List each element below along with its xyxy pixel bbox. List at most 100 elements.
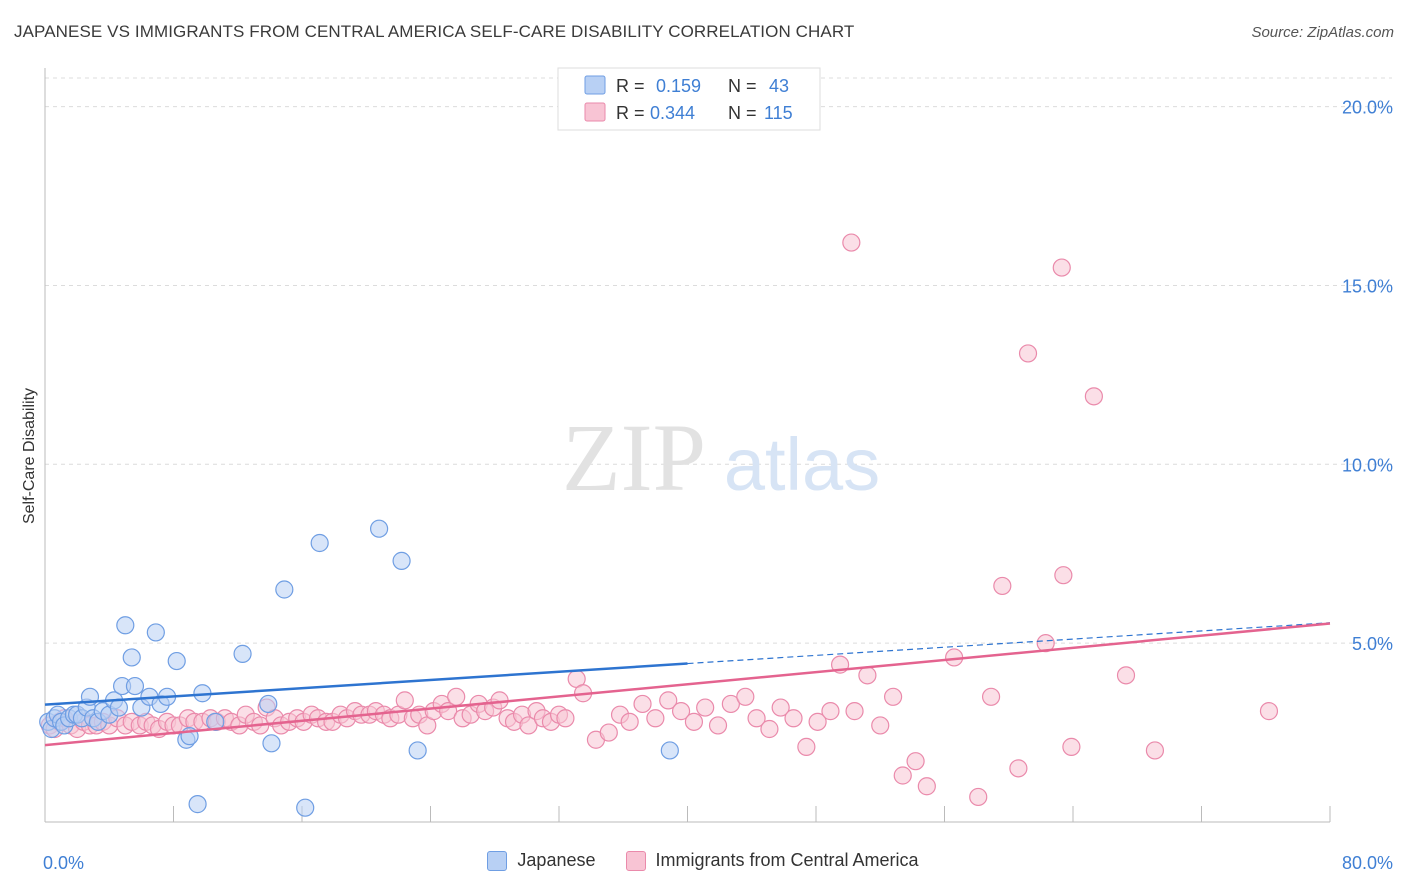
legend-central-r-label: R = (616, 103, 645, 123)
central-point-86 (708, 716, 728, 735)
watermark-zip: ZIP (562, 404, 706, 511)
japanese-point-39 (370, 519, 389, 538)
legend-item-central: Immigrants from Central America (625, 850, 919, 871)
legend-japanese-n-label: N = (728, 76, 757, 96)
japanese-point-21 (125, 676, 145, 696)
japanese-point-19 (116, 616, 135, 635)
central-point-90 (760, 719, 779, 739)
central-point-111 (1054, 566, 1073, 585)
y-tick-label-2: 15.0% (1342, 276, 1393, 296)
central-point-51 (395, 691, 414, 710)
central-point-112 (1062, 737, 1081, 756)
japanese-point-38 (310, 533, 329, 553)
central-point-106 (981, 687, 1001, 706)
trend-japanese-extrapolated (687, 622, 1331, 665)
japanese-point-17 (109, 698, 128, 717)
central-point-95 (821, 702, 840, 721)
legend-central-swatch (584, 102, 606, 122)
legend-japanese-r-label: R = (616, 76, 645, 96)
legend-japanese-n-value: 43 (769, 76, 789, 96)
tick-labels: 5.0% 10.0% 15.0% 20.0% 0.0% 80.0% (43, 98, 1393, 873)
legend-swatch-central-america (625, 850, 646, 871)
legend-bottom: Japanese Immigrants from Central America (0, 850, 1406, 871)
japanese-point-32 (206, 712, 225, 731)
central-point-107 (993, 576, 1012, 596)
central-point-89 (747, 709, 766, 728)
central-point-98 (858, 666, 877, 685)
source-label: Source: ZipAtlas.com (1251, 24, 1394, 41)
japanese-point-20 (122, 648, 141, 667)
trend-lines (44, 622, 1331, 747)
japanese-point-30 (188, 795, 207, 814)
central-point-68 (519, 716, 538, 735)
series-japanese-points (39, 519, 679, 817)
central-point-110 (1036, 634, 1055, 653)
central-point-102 (906, 752, 925, 771)
central-point-81 (646, 709, 665, 728)
legend-top: R = 0.159 N = 43 R = 0.344 N = 115 (557, 67, 821, 131)
central-point-109 (1018, 344, 1038, 363)
central-point-116 (1259, 702, 1279, 721)
y-tick-label-1: 10.0% (1342, 455, 1393, 475)
trend-japanese (44, 662, 688, 706)
japanese-point-35 (262, 734, 281, 753)
legend-label-central: Immigrants from Central America (655, 850, 919, 870)
central-point-105 (969, 787, 988, 807)
legend-item-japanese: Japanese (487, 850, 596, 871)
japanese-point-41 (408, 741, 427, 760)
central-point-85 (696, 698, 715, 717)
central-point-99 (871, 716, 890, 735)
central-point-91 (771, 698, 790, 717)
legend-japanese-swatch (584, 75, 606, 95)
legend-central-n-label: N = (728, 103, 757, 123)
central-point-93 (797, 737, 816, 756)
legend-japanese-r-value: 0.159 (656, 76, 701, 96)
japanese-point-37 (296, 798, 315, 817)
y-tick-label-3: 20.0% (1342, 98, 1393, 118)
watermark: ZIP atlas (562, 404, 880, 511)
watermark-atlas: atlas (724, 423, 880, 506)
central-point-101 (893, 766, 912, 785)
x-tick-label-max: 80.0% (1342, 853, 1393, 873)
central-point-117 (842, 233, 861, 252)
legend-central-n-value: 115 (764, 103, 793, 123)
central-point-114 (1116, 666, 1136, 685)
central-point-87 (721, 694, 740, 714)
y-tick-label-0: 5.0% (1352, 634, 1393, 654)
legend-central-r-value: 0.344 (650, 103, 695, 123)
central-point-58 (447, 687, 466, 706)
legend-swatch-japanese (487, 850, 508, 871)
central-point-79 (620, 712, 639, 731)
axes (44, 68, 1331, 823)
central-point-77 (599, 723, 618, 742)
central-point-118 (1052, 258, 1071, 277)
central-point-94 (808, 712, 827, 731)
legend-label-japanese: Japanese (517, 850, 596, 870)
japanese-point-42 (660, 741, 679, 760)
x-tick-label-min: 0.0% (43, 853, 84, 873)
series-central-america-points (40, 233, 1279, 807)
central-point-97 (845, 702, 864, 721)
japanese-point-24 (146, 623, 165, 642)
central-point-88 (736, 687, 755, 706)
japanese-point-27 (167, 651, 186, 671)
japanese-point-34 (259, 694, 278, 714)
central-point-80 (633, 694, 652, 714)
central-point-108 (1009, 759, 1028, 778)
chart-title: JAPANESE VS IMMIGRANTS FROM CENTRAL AMER… (14, 22, 855, 41)
central-point-73 (556, 709, 575, 728)
y-axis-label: Self-Care Disability (21, 388, 38, 524)
central-point-103 (917, 777, 936, 796)
central-point-100 (883, 687, 903, 706)
central-point-115 (1145, 741, 1165, 760)
central-point-83 (671, 702, 691, 721)
central-point-82 (659, 691, 678, 710)
trend-central-america (44, 622, 1331, 747)
japanese-point-40 (392, 551, 411, 570)
japanese-point-33 (233, 644, 252, 663)
central-point-84 (684, 712, 704, 731)
gridlines (45, 77, 1392, 644)
central-point-92 (784, 709, 803, 728)
japanese-point-36 (275, 580, 294, 599)
